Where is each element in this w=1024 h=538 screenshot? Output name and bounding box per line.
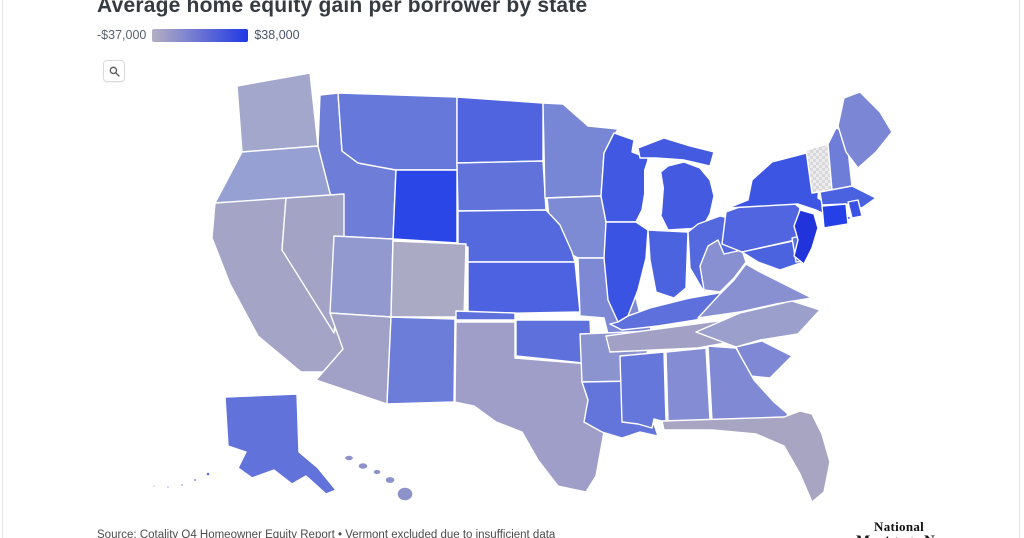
page-title: Average home equity gain per borrower by… — [97, 0, 588, 17]
state-oklahoma[interactable] — [455, 310, 593, 365]
state-hawaii-island[interactable] — [343, 454, 355, 462]
state-oregon[interactable] — [214, 145, 332, 204]
state-kansas[interactable] — [467, 261, 581, 315]
logo-line2: Mortgage News — [856, 533, 986, 538]
state-massachusetts[interactable] — [819, 185, 877, 209]
national-mortgage-news-logo: National Mortgage News — [856, 520, 986, 538]
state-montana[interactable] — [337, 92, 458, 171]
state-connecticut[interactable] — [821, 203, 849, 229]
state-illinois[interactable] — [603, 221, 649, 323]
card-right-border — [1019, 0, 1020, 538]
magnifier-icon — [109, 66, 120, 77]
state-hawaii-island[interactable] — [357, 461, 369, 471]
state-alaska-aleutian[interactable] — [152, 484, 156, 488]
state-new-jersey[interactable] — [793, 209, 819, 265]
zoom-button[interactable] — [103, 60, 125, 82]
state-colorado[interactable] — [390, 240, 467, 318]
legend-min-label: -$37,000 — [97, 28, 147, 42]
card-left-border — [2, 0, 3, 538]
lake-michigan — [644, 158, 664, 228]
logo-line1: National — [874, 519, 925, 534]
state-maryland[interactable] — [741, 239, 804, 271]
state-hawaii-island[interactable] — [384, 475, 396, 485]
state-south-dakota[interactable] — [456, 160, 547, 212]
state-florida[interactable] — [661, 410, 831, 503]
state-north-dakota[interactable] — [456, 96, 544, 164]
state-alaska[interactable] — [224, 393, 337, 495]
state-utah[interactable] — [329, 235, 394, 318]
color-legend: -$37,000 $38,000 — [97, 28, 300, 42]
state-texas[interactable] — [454, 321, 611, 493]
state-wyoming[interactable] — [392, 169, 458, 244]
state-arizona[interactable] — [315, 312, 392, 405]
state-alaska-aleutian[interactable] — [179, 482, 185, 488]
legend-gradient — [152, 28, 249, 42]
state-hawaii-island[interactable] — [396, 486, 414, 502]
state-rhode-island[interactable] — [847, 199, 863, 219]
state-alaska-aleutian[interactable] — [192, 477, 198, 483]
state-alaska-aleutian[interactable] — [205, 471, 211, 477]
state-alaska-aleutian[interactable] — [165, 485, 170, 490]
state-hawaii-island[interactable] — [372, 468, 382, 476]
legend-max-label: $38,000 — [254, 28, 300, 42]
state-indiana[interactable] — [647, 229, 689, 299]
state-mississippi[interactable] — [619, 351, 667, 429]
state-washington[interactable] — [236, 72, 319, 153]
state-west-virginia[interactable] — [699, 239, 747, 293]
source-note: Source: Cotality Q4 Homeowner Equity Rep… — [97, 529, 556, 538]
state-michigan-up[interactable] — [637, 137, 715, 167]
state-maine[interactable] — [837, 91, 893, 169]
state-virginia[interactable] — [697, 263, 813, 319]
state-alabama[interactable] — [665, 347, 711, 431]
state-new-mexico[interactable] — [386, 316, 456, 405]
